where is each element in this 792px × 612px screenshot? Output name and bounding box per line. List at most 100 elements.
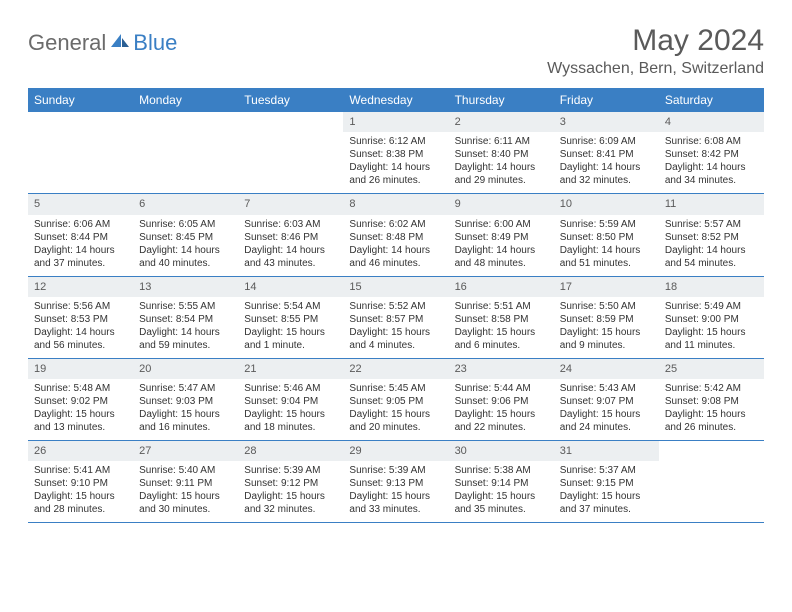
- day-content: Sunrise: 6:08 AMSunset: 8:42 PMDaylight:…: [659, 132, 764, 193]
- day-cell: 7Sunrise: 6:03 AMSunset: 8:46 PMDaylight…: [238, 194, 343, 275]
- weekday-header-row: SundayMondayTuesdayWednesdayThursdayFrid…: [28, 88, 764, 112]
- sunrise-line: Sunrise: 5:47 AM: [139, 382, 232, 395]
- day-cell: 3Sunrise: 6:09 AMSunset: 8:41 PMDaylight…: [554, 112, 659, 193]
- sunrise-line: Sunrise: 5:37 AM: [560, 464, 653, 477]
- day-number: 31: [554, 441, 659, 461]
- day-cell: 14Sunrise: 5:54 AMSunset: 8:55 PMDayligh…: [238, 277, 343, 358]
- header: General Blue May 2024 Wyssachen, Bern, S…: [28, 24, 764, 78]
- week-row: 19Sunrise: 5:48 AMSunset: 9:02 PMDayligh…: [28, 359, 764, 441]
- sunset-line: Sunset: 9:02 PM: [34, 395, 127, 408]
- sunrise-line: Sunrise: 5:42 AM: [665, 382, 758, 395]
- day-content: Sunrise: 5:52 AMSunset: 8:57 PMDaylight:…: [343, 297, 448, 358]
- weekday-header: Saturday: [659, 88, 764, 112]
- day-number: 29: [343, 441, 448, 461]
- sunset-line: Sunset: 8:45 PM: [139, 231, 232, 244]
- daylight-line: Daylight: 14 hours and 48 minutes.: [455, 244, 548, 270]
- daylight-line: Daylight: 14 hours and 37 minutes.: [34, 244, 127, 270]
- day-cell: 16Sunrise: 5:51 AMSunset: 8:58 PMDayligh…: [449, 277, 554, 358]
- day-content: Sunrise: 5:40 AMSunset: 9:11 PMDaylight:…: [133, 461, 238, 522]
- day-cell: 6Sunrise: 6:05 AMSunset: 8:45 PMDaylight…: [133, 194, 238, 275]
- day-content: Sunrise: 5:59 AMSunset: 8:50 PMDaylight:…: [554, 215, 659, 276]
- sunrise-line: Sunrise: 6:03 AM: [244, 218, 337, 231]
- sunrise-line: Sunrise: 5:38 AM: [455, 464, 548, 477]
- daylight-line: Daylight: 14 hours and 59 minutes.: [139, 326, 232, 352]
- day-cell: .: [133, 112, 238, 193]
- day-content: Sunrise: 5:57 AMSunset: 8:52 PMDaylight:…: [659, 215, 764, 276]
- sunrise-line: Sunrise: 5:41 AM: [34, 464, 127, 477]
- logo-sail-icon: [109, 32, 131, 55]
- day-cell: 26Sunrise: 5:41 AMSunset: 9:10 PMDayligh…: [28, 441, 133, 522]
- sunrise-line: Sunrise: 5:50 AM: [560, 300, 653, 313]
- day-content: Sunrise: 6:00 AMSunset: 8:49 PMDaylight:…: [449, 215, 554, 276]
- day-content: Sunrise: 5:42 AMSunset: 9:08 PMDaylight:…: [659, 379, 764, 440]
- daylight-line: Daylight: 15 hours and 11 minutes.: [665, 326, 758, 352]
- day-content: Sunrise: 5:48 AMSunset: 9:02 PMDaylight:…: [28, 379, 133, 440]
- day-content: Sunrise: 5:44 AMSunset: 9:06 PMDaylight:…: [449, 379, 554, 440]
- day-number: 7: [238, 194, 343, 214]
- daylight-line: Daylight: 15 hours and 32 minutes.: [244, 490, 337, 516]
- day-cell: 17Sunrise: 5:50 AMSunset: 8:59 PMDayligh…: [554, 277, 659, 358]
- weekday-header: Tuesday: [238, 88, 343, 112]
- day-number: 13: [133, 277, 238, 297]
- day-cell: 19Sunrise: 5:48 AMSunset: 9:02 PMDayligh…: [28, 359, 133, 440]
- daylight-line: Daylight: 14 hours and 51 minutes.: [560, 244, 653, 270]
- sunset-line: Sunset: 8:38 PM: [349, 148, 442, 161]
- sunrise-line: Sunrise: 6:06 AM: [34, 218, 127, 231]
- day-content: Sunrise: 5:49 AMSunset: 9:00 PMDaylight:…: [659, 297, 764, 358]
- day-number: 22: [343, 359, 448, 379]
- day-cell: 25Sunrise: 5:42 AMSunset: 9:08 PMDayligh…: [659, 359, 764, 440]
- sunrise-line: Sunrise: 5:46 AM: [244, 382, 337, 395]
- daylight-line: Daylight: 14 hours and 40 minutes.: [139, 244, 232, 270]
- day-content: Sunrise: 6:03 AMSunset: 8:46 PMDaylight:…: [238, 215, 343, 276]
- daylight-line: Daylight: 15 hours and 30 minutes.: [139, 490, 232, 516]
- weekday-header: Wednesday: [343, 88, 448, 112]
- sunset-line: Sunset: 8:44 PM: [34, 231, 127, 244]
- day-content: Sunrise: 5:38 AMSunset: 9:14 PMDaylight:…: [449, 461, 554, 522]
- day-content: Sunrise: 5:51 AMSunset: 8:58 PMDaylight:…: [449, 297, 554, 358]
- day-number: 16: [449, 277, 554, 297]
- sunset-line: Sunset: 9:07 PM: [560, 395, 653, 408]
- sunset-line: Sunset: 9:04 PM: [244, 395, 337, 408]
- sunset-line: Sunset: 9:00 PM: [665, 313, 758, 326]
- daylight-line: Daylight: 15 hours and 26 minutes.: [665, 408, 758, 434]
- day-content: Sunrise: 6:12 AMSunset: 8:38 PMDaylight:…: [343, 132, 448, 193]
- day-number: 10: [554, 194, 659, 214]
- day-cell: 27Sunrise: 5:40 AMSunset: 9:11 PMDayligh…: [133, 441, 238, 522]
- day-cell: 23Sunrise: 5:44 AMSunset: 9:06 PMDayligh…: [449, 359, 554, 440]
- day-cell: 28Sunrise: 5:39 AMSunset: 9:12 PMDayligh…: [238, 441, 343, 522]
- daylight-line: Daylight: 14 hours and 26 minutes.: [349, 161, 442, 187]
- day-number: 9: [449, 194, 554, 214]
- day-cell: 11Sunrise: 5:57 AMSunset: 8:52 PMDayligh…: [659, 194, 764, 275]
- sunset-line: Sunset: 8:41 PM: [560, 148, 653, 161]
- day-number: 21: [238, 359, 343, 379]
- title-block: May 2024 Wyssachen, Bern, Switzerland: [547, 24, 764, 78]
- daylight-line: Daylight: 15 hours and 22 minutes.: [455, 408, 548, 434]
- month-title: May 2024: [547, 24, 764, 58]
- day-number: 4: [659, 112, 764, 132]
- daylight-line: Daylight: 15 hours and 37 minutes.: [560, 490, 653, 516]
- day-number: 19: [28, 359, 133, 379]
- day-number: 27: [133, 441, 238, 461]
- day-content: Sunrise: 5:47 AMSunset: 9:03 PMDaylight:…: [133, 379, 238, 440]
- day-cell: 29Sunrise: 5:39 AMSunset: 9:13 PMDayligh…: [343, 441, 448, 522]
- sunset-line: Sunset: 8:58 PM: [455, 313, 548, 326]
- day-content: Sunrise: 5:39 AMSunset: 9:12 PMDaylight:…: [238, 461, 343, 522]
- day-content: Sunrise: 6:09 AMSunset: 8:41 PMDaylight:…: [554, 132, 659, 193]
- day-number: 8: [343, 194, 448, 214]
- day-cell: 18Sunrise: 5:49 AMSunset: 9:00 PMDayligh…: [659, 277, 764, 358]
- day-number: 17: [554, 277, 659, 297]
- sunset-line: Sunset: 9:05 PM: [349, 395, 442, 408]
- sunrise-line: Sunrise: 6:08 AM: [665, 135, 758, 148]
- week-row: 12Sunrise: 5:56 AMSunset: 8:53 PMDayligh…: [28, 277, 764, 359]
- day-number: 24: [554, 359, 659, 379]
- day-cell: .: [659, 441, 764, 522]
- sunset-line: Sunset: 8:54 PM: [139, 313, 232, 326]
- sunset-line: Sunset: 8:52 PM: [665, 231, 758, 244]
- day-number: 5: [28, 194, 133, 214]
- day-content: Sunrise: 6:11 AMSunset: 8:40 PMDaylight:…: [449, 132, 554, 193]
- day-content: Sunrise: 5:56 AMSunset: 8:53 PMDaylight:…: [28, 297, 133, 358]
- sunrise-line: Sunrise: 5:48 AM: [34, 382, 127, 395]
- sunrise-line: Sunrise: 5:44 AM: [455, 382, 548, 395]
- day-content: Sunrise: 5:37 AMSunset: 9:15 PMDaylight:…: [554, 461, 659, 522]
- daylight-line: Daylight: 14 hours and 56 minutes.: [34, 326, 127, 352]
